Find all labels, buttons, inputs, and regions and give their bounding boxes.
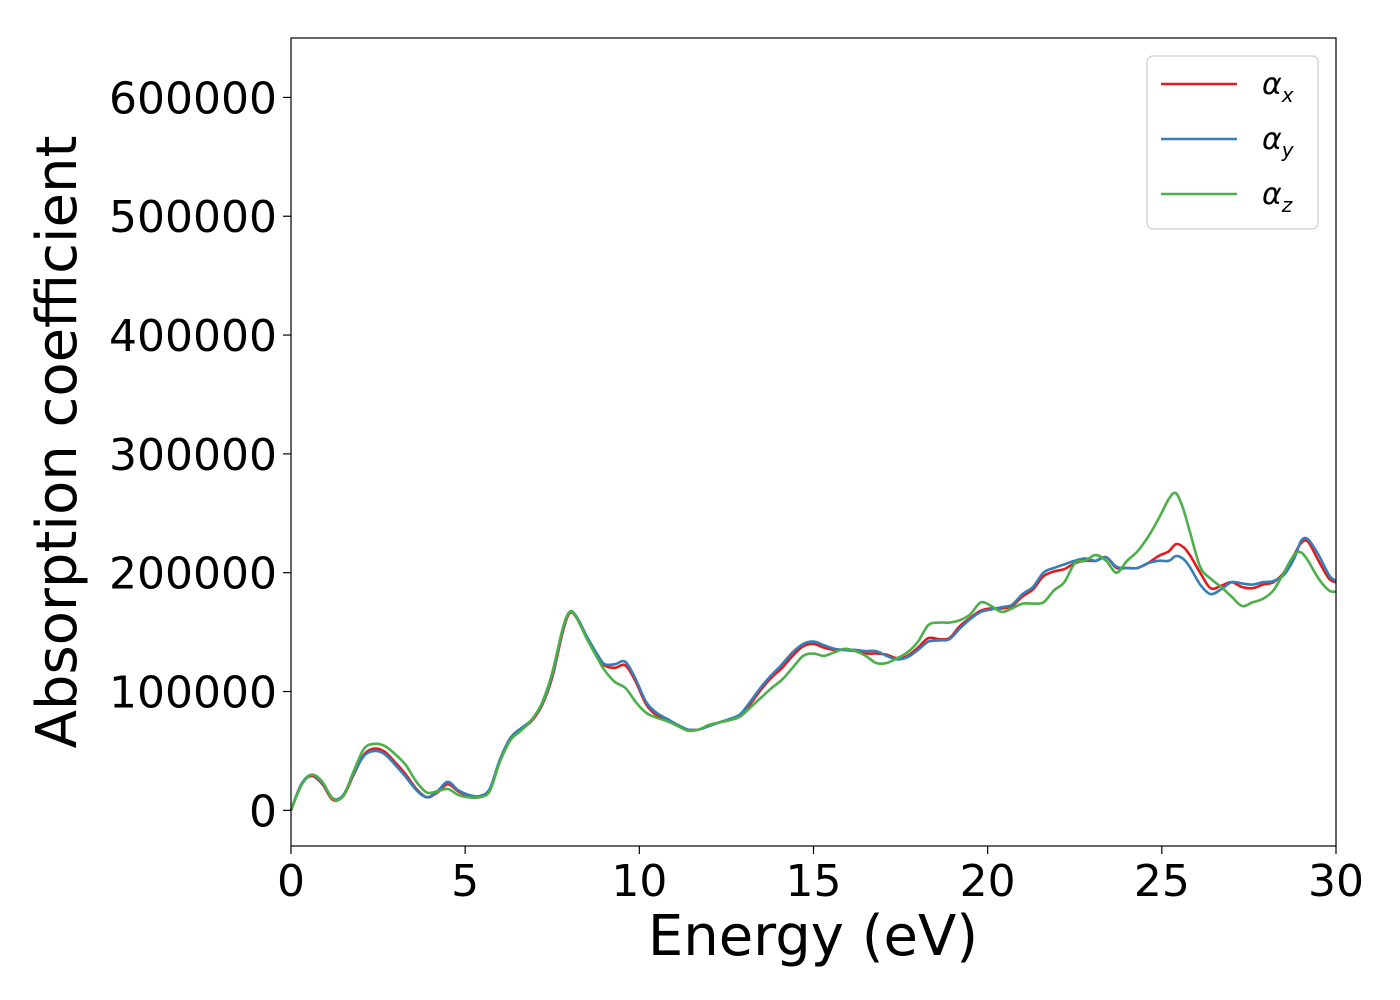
legend-subscript: y	[1281, 138, 1295, 162]
x-tick-label: 5	[451, 856, 479, 907]
series-layer	[289, 491, 1337, 811]
y-axis: 0 100000 200000 300000 400000 500000 600000	[109, 73, 291, 837]
x-axis-title: Energy (eV)	[648, 904, 978, 969]
x-tick-label: 10	[611, 856, 667, 907]
legend-box	[1146, 55, 1319, 230]
y-tick-label: 300000	[109, 430, 277, 481]
y-axis-title: Absorption coefficient	[25, 136, 90, 749]
x-axis: 0 5 10 15 20 25 30	[277, 846, 1364, 907]
y-tick-label: 200000	[109, 549, 277, 600]
x-tick-label: 20	[960, 856, 1016, 907]
x-tick-label: 25	[1134, 856, 1190, 907]
series-line-y	[289, 536, 1337, 811]
legend-entry-z: αz	[1262, 177, 1293, 217]
y-tick-label: 400000	[109, 311, 277, 362]
legend-entry-x: αx	[1262, 67, 1294, 107]
legend-symbol: α	[1262, 177, 1282, 212]
x-tick-label: 15	[786, 856, 842, 907]
legend-subscript: x	[1281, 83, 1294, 107]
legend-symbol: α	[1262, 67, 1282, 102]
legend-subscript: z	[1281, 193, 1293, 217]
series-line-z	[289, 491, 1337, 811]
y-tick-label: 100000	[109, 668, 277, 719]
y-tick-label: 600000	[109, 73, 277, 124]
y-tick-label: 500000	[109, 192, 277, 243]
legend-symbol: α	[1262, 122, 1282, 157]
x-tick-label: 30	[1308, 856, 1364, 907]
legend-entry-y: αy	[1262, 122, 1295, 162]
x-tick-label: 0	[277, 856, 305, 907]
y-tick-label: 0	[249, 786, 277, 837]
